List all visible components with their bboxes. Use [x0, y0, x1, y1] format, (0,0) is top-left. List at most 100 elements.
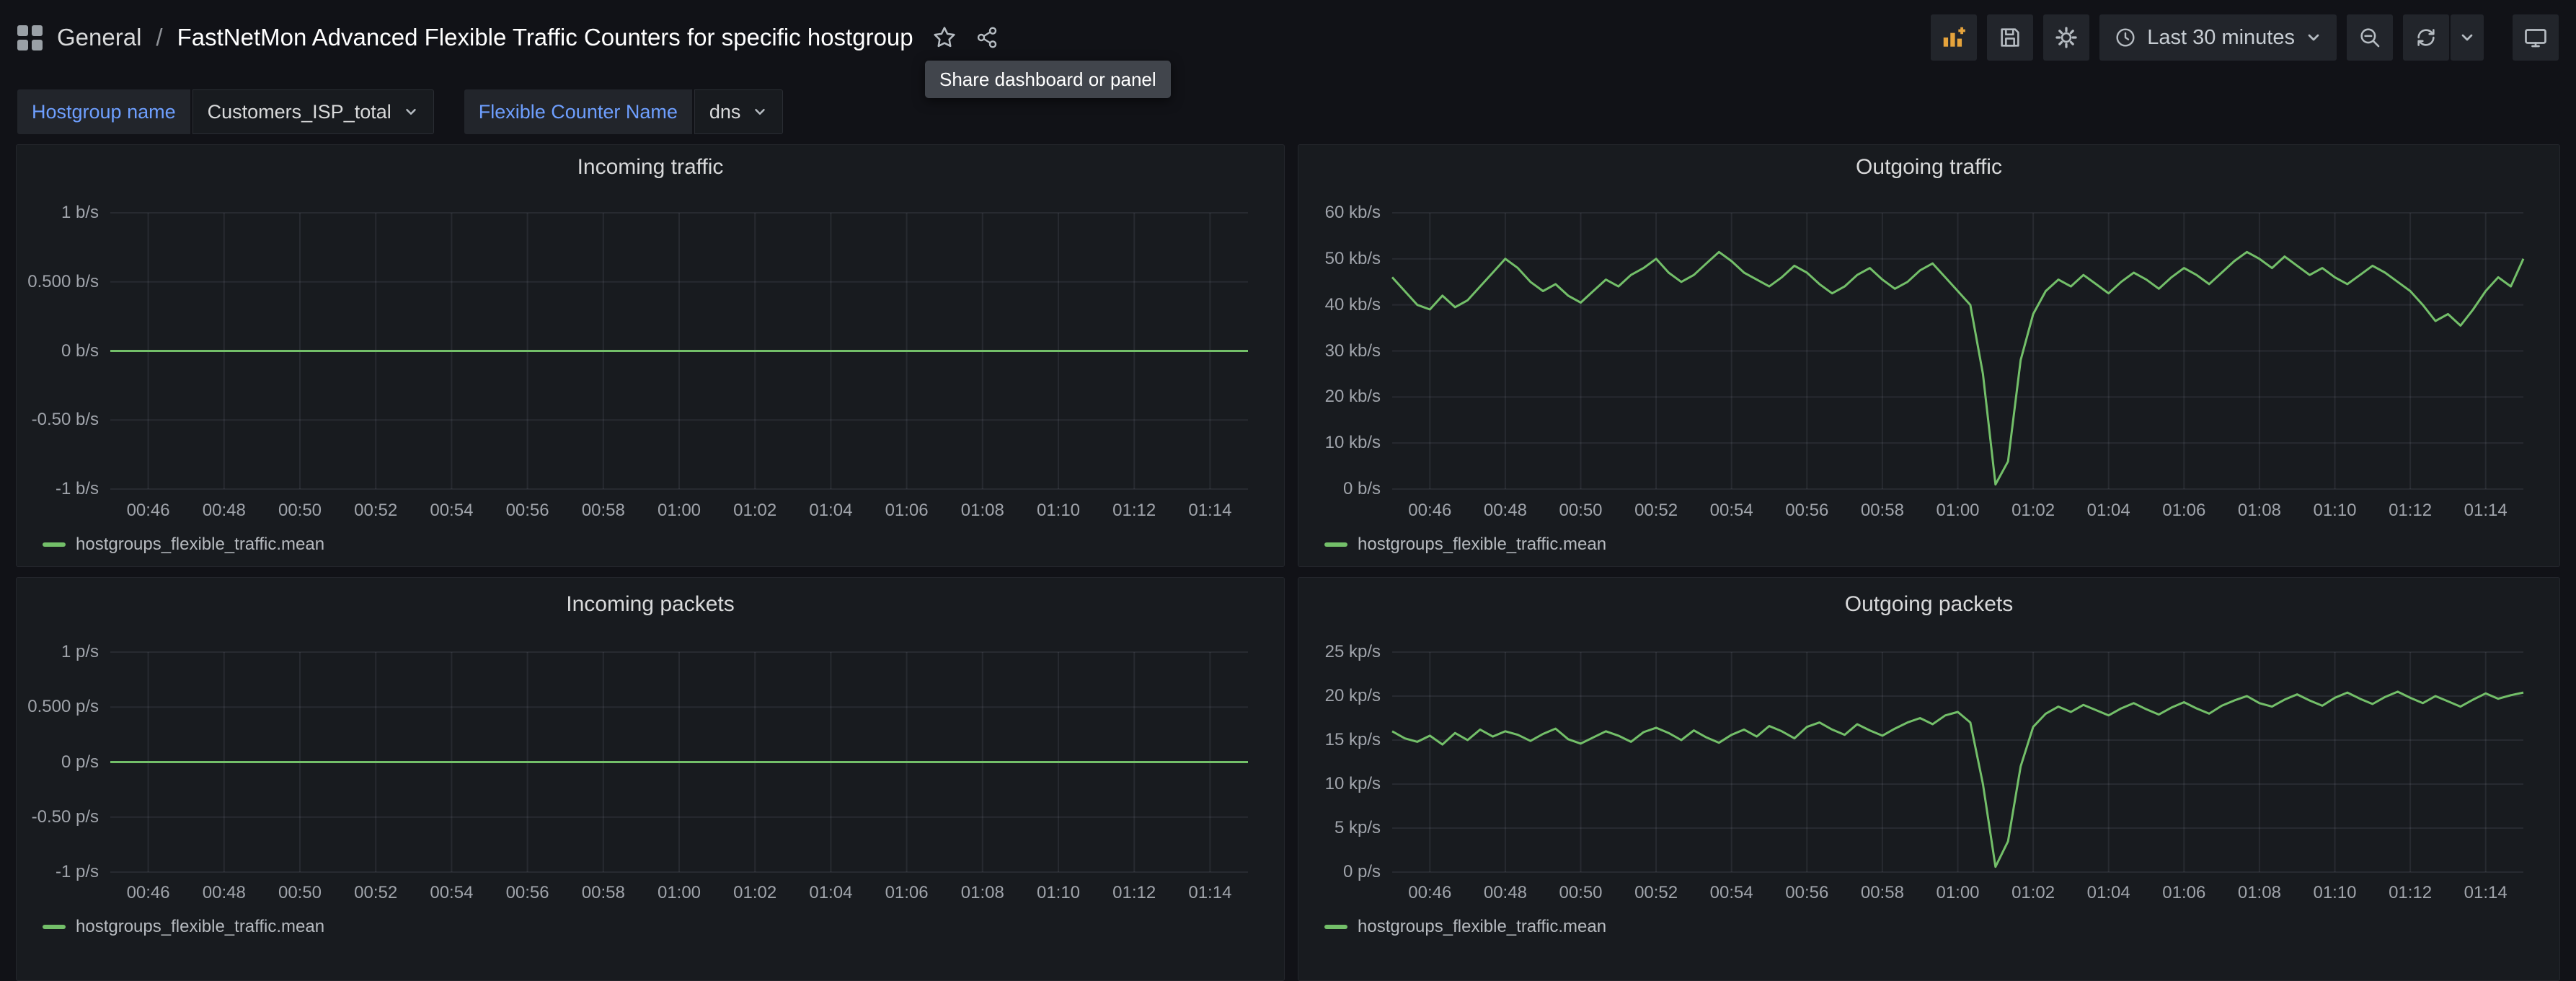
panel-title[interactable]: Incoming traffic [577, 155, 724, 179]
variable-label: Flexible Counter Name [464, 89, 692, 134]
x-axis-label: 00:50 [1559, 501, 1603, 520]
series-color-swatch [1324, 925, 1347, 929]
x-axis-label: 00:54 [1709, 883, 1753, 902]
x-axis-label: 01:04 [809, 501, 853, 520]
legend-item[interactable]: hostgroups_flexible_traffic.mean [1324, 535, 1606, 555]
x-axis-label: 00:58 [1860, 501, 1904, 520]
y-axis-label: 20 kp/s [1324, 686, 1381, 705]
breadcrumb-separator: / [156, 24, 163, 50]
x-axis-label: 01:10 [1036, 883, 1081, 902]
x-axis-label: 01:12 [1112, 501, 1156, 520]
x-axis-label: 01:04 [2086, 883, 2130, 902]
dashboard-settings-button[interactable] [2043, 14, 2090, 61]
chart-canvas[interactable] [1298, 578, 2559, 980]
zoom-out-time-button[interactable] [2347, 14, 2393, 61]
y-axis-label: -0.50 b/s [31, 410, 99, 430]
panel-add-icon [1944, 27, 1966, 47]
y-axis-label: 0 p/s [61, 752, 99, 772]
panel-title[interactable]: Incoming packets [566, 592, 735, 616]
legend: hostgroups_flexible_traffic.mean [1324, 917, 1606, 937]
x-axis-label: 00:52 [354, 501, 398, 520]
chevron-down-icon [2461, 34, 2473, 41]
variable-value-dropdown[interactable]: Customers_ISP_total [192, 89, 434, 134]
variable-value-dropdown[interactable]: dns [694, 89, 784, 134]
x-axis-label: 00:56 [1785, 883, 1829, 902]
y-axis-label: -1 p/s [55, 862, 99, 881]
y-axis-label: 0 b/s [1342, 479, 1381, 498]
x-axis-label: 00:50 [1559, 883, 1603, 902]
panel-incoming-packets: Incoming packets hostgroups_flexible_tra… [16, 577, 1285, 981]
legend-item[interactable]: hostgroups_flexible_traffic.mean [43, 535, 324, 555]
x-axis-label: 01:06 [2162, 883, 2206, 902]
x-axis-label: 01:02 [733, 501, 777, 520]
x-axis-label: 01:02 [733, 883, 777, 902]
share-icon[interactable] [975, 26, 999, 49]
panel-title[interactable]: Outgoing packets [1844, 592, 2014, 616]
y-axis-label: -1 b/s [55, 479, 99, 498]
x-axis-label: 01:04 [2086, 501, 2130, 520]
chart-canvas[interactable] [17, 578, 1284, 980]
x-axis-label: 01:12 [2389, 883, 2433, 902]
star-icon[interactable] [932, 25, 957, 50]
chevron-down-icon [755, 109, 766, 115]
dashboards-grid-icon[interactable] [17, 25, 43, 50]
x-axis-label: 00:46 [126, 883, 170, 902]
time-range-picker[interactable]: Last 30 minutes [2099, 14, 2337, 61]
save-icon [2001, 28, 2019, 47]
clock-icon [2116, 28, 2135, 47]
series-color-swatch [43, 925, 66, 929]
add-panel-button[interactable] [1931, 14, 1978, 61]
variable-selected-value: Customers_ISP_total [207, 100, 391, 123]
time-range-label: Last 30 minutes [2147, 25, 2295, 49]
chart-canvas[interactable] [1298, 145, 2559, 566]
chart-canvas[interactable] [17, 145, 1284, 566]
y-axis-label: 15 kp/s [1324, 730, 1381, 749]
x-axis-label: 01:10 [2313, 883, 2357, 902]
x-axis-label: 01:12 [2389, 501, 2433, 520]
legend-item[interactable]: hostgroups_flexible_traffic.mean [43, 917, 324, 937]
kiosk-mode-button[interactable] [2513, 14, 2559, 61]
panel-title[interactable]: Outgoing traffic [1856, 155, 2002, 179]
x-axis-label: 00:46 [126, 501, 170, 520]
x-axis-label: 01:14 [1188, 883, 1232, 902]
x-axis-label: 01:08 [960, 501, 1004, 520]
legend-item[interactable]: hostgroups_flexible_traffic.mean [1324, 917, 1606, 937]
legend-label: hostgroups_flexible_traffic.mean [1358, 535, 1607, 554]
breadcrumb-dashboard-title: FastNetMon Advanced Flexible Traffic Cou… [177, 24, 913, 50]
y-axis-label: 20 kb/s [1324, 387, 1381, 407]
y-axis-label: 0 b/s [61, 340, 99, 361]
x-axis-label: 01:10 [2313, 501, 2357, 520]
refresh-interval-button[interactable] [2451, 14, 2484, 61]
y-axis-label: 1 p/s [61, 642, 99, 661]
y-axis-label: 25 kp/s [1324, 642, 1381, 661]
variable-hostgroup: Hostgroup name Customers_ISP_total [17, 89, 434, 134]
x-axis-label: 01:00 [657, 883, 701, 902]
x-axis-label: 00:56 [505, 501, 549, 520]
series-color-swatch [43, 542, 66, 547]
x-axis-label: 00:56 [505, 883, 549, 902]
x-axis-label: 01:06 [885, 501, 929, 520]
x-axis-label: 00:50 [278, 501, 322, 520]
gear-icon [2055, 27, 2077, 48]
y-axis-label: -0.50 p/s [31, 806, 99, 827]
variable-selected-value: dns [709, 100, 741, 123]
x-axis-label: 01:00 [1936, 501, 1980, 520]
refresh-button[interactable] [2403, 14, 2449, 61]
x-axis-label: 00:58 [581, 883, 625, 902]
variable-label: Hostgroup name [17, 89, 190, 134]
x-axis-label: 01:08 [2237, 883, 2281, 902]
x-axis-label: 00:58 [1860, 883, 1904, 902]
x-axis-label: 00:52 [354, 883, 398, 902]
save-dashboard-button[interactable] [1987, 14, 2034, 61]
breadcrumb-folder[interactable]: General [57, 24, 142, 50]
x-axis-label: 01:00 [657, 501, 701, 520]
y-axis-label: 1 b/s [61, 203, 99, 222]
x-axis-label: 01:02 [2011, 883, 2055, 902]
x-axis-label: 01:12 [1112, 883, 1156, 902]
monitor-icon [2525, 29, 2546, 48]
x-axis-label: 01:00 [1936, 883, 1980, 902]
y-axis-label: 50 kb/s [1324, 248, 1381, 268]
x-axis-label: 00:48 [1483, 501, 1527, 520]
x-axis-label: 00:46 [1408, 883, 1452, 902]
y-axis-label: 5 kp/s [1334, 818, 1381, 837]
